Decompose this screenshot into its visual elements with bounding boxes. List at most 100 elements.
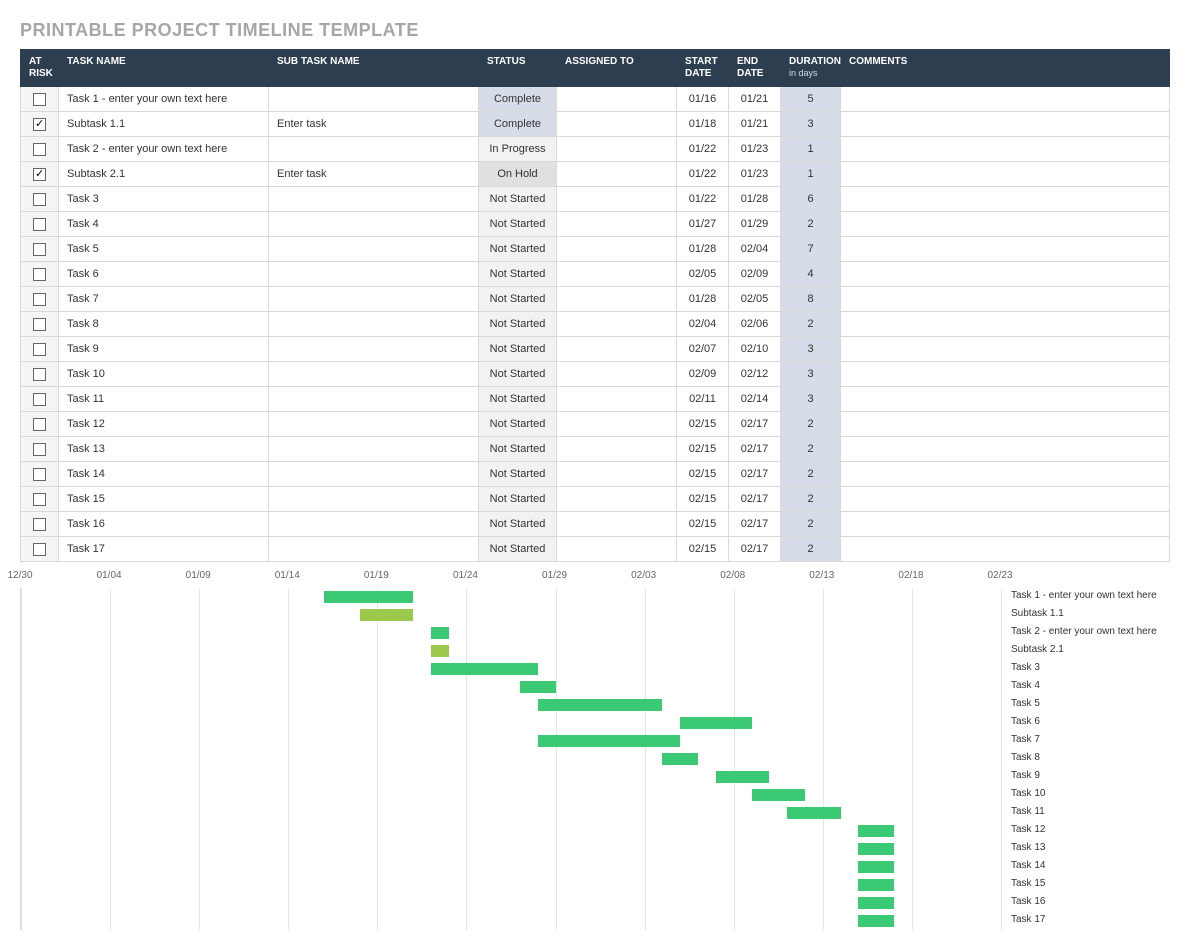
subtask-name-cell[interactable] [269, 87, 479, 112]
start-date-cell[interactable]: 02/15 [677, 537, 729, 562]
assigned-cell[interactable] [557, 462, 677, 487]
start-date-cell[interactable]: 01/28 [677, 237, 729, 262]
risk-cell[interactable] [21, 262, 59, 287]
task-name-cell[interactable]: Task 4 [59, 212, 269, 237]
at-risk-checkbox[interactable] [33, 143, 46, 156]
risk-cell[interactable] [21, 237, 59, 262]
risk-cell[interactable] [21, 412, 59, 437]
subtask-name-cell[interactable] [269, 412, 479, 437]
status-cell[interactable]: Not Started [479, 212, 557, 237]
status-cell[interactable]: Not Started [479, 512, 557, 537]
comments-cell[interactable] [841, 462, 1170, 487]
at-risk-checkbox[interactable] [33, 93, 46, 106]
comments-cell[interactable] [841, 362, 1170, 387]
start-date-cell[interactable]: 01/18 [677, 112, 729, 137]
status-cell[interactable]: Not Started [479, 262, 557, 287]
start-date-cell[interactable]: 01/22 [677, 187, 729, 212]
status-cell[interactable]: Not Started [479, 337, 557, 362]
status-cell[interactable]: Not Started [479, 312, 557, 337]
subtask-name-cell[interactable] [269, 362, 479, 387]
assigned-cell[interactable] [557, 162, 677, 187]
start-date-cell[interactable]: 02/15 [677, 412, 729, 437]
task-name-cell[interactable]: Task 6 [59, 262, 269, 287]
task-name-cell[interactable]: Task 11 [59, 387, 269, 412]
at-risk-checkbox[interactable] [33, 193, 46, 206]
comments-cell[interactable] [841, 537, 1170, 562]
risk-cell[interactable] [21, 537, 59, 562]
risk-cell[interactable] [21, 362, 59, 387]
comments-cell[interactable] [841, 237, 1170, 262]
at-risk-checkbox[interactable] [33, 518, 46, 531]
end-date-cell[interactable]: 02/12 [729, 362, 781, 387]
subtask-name-cell[interactable] [269, 512, 479, 537]
task-name-cell[interactable]: Task 13 [59, 437, 269, 462]
comments-cell[interactable] [841, 487, 1170, 512]
status-cell[interactable]: Not Started [479, 437, 557, 462]
at-risk-checkbox[interactable] [33, 418, 46, 431]
task-name-cell[interactable]: Task 3 [59, 187, 269, 212]
task-name-cell[interactable]: Task 15 [59, 487, 269, 512]
end-date-cell[interactable]: 02/06 [729, 312, 781, 337]
end-date-cell[interactable]: 01/21 [729, 112, 781, 137]
task-name-cell[interactable]: Task 7 [59, 287, 269, 312]
assigned-cell[interactable] [557, 387, 677, 412]
status-cell[interactable]: In Progress [479, 137, 557, 162]
subtask-name-cell[interactable] [269, 187, 479, 212]
start-date-cell[interactable]: 02/15 [677, 437, 729, 462]
end-date-cell[interactable]: 02/09 [729, 262, 781, 287]
end-date-cell[interactable]: 02/17 [729, 487, 781, 512]
task-name-cell[interactable]: Task 5 [59, 237, 269, 262]
subtask-name-cell[interactable]: Enter task [269, 162, 479, 187]
risk-cell[interactable] [21, 112, 59, 137]
risk-cell[interactable] [21, 187, 59, 212]
comments-cell[interactable] [841, 437, 1170, 462]
status-cell[interactable]: Not Started [479, 187, 557, 212]
at-risk-checkbox[interactable] [33, 393, 46, 406]
comments-cell[interactable] [841, 87, 1170, 112]
at-risk-checkbox[interactable] [33, 118, 46, 131]
end-date-cell[interactable]: 02/14 [729, 387, 781, 412]
subtask-name-cell[interactable] [269, 487, 479, 512]
task-name-cell[interactable]: Task 17 [59, 537, 269, 562]
risk-cell[interactable] [21, 387, 59, 412]
status-cell[interactable]: Not Started [479, 362, 557, 387]
risk-cell[interactable] [21, 162, 59, 187]
subtask-name-cell[interactable] [269, 537, 479, 562]
comments-cell[interactable] [841, 187, 1170, 212]
end-date-cell[interactable]: 01/21 [729, 87, 781, 112]
start-date-cell[interactable]: 01/27 [677, 212, 729, 237]
at-risk-checkbox[interactable] [33, 168, 46, 181]
comments-cell[interactable] [841, 387, 1170, 412]
task-name-cell[interactable]: Task 9 [59, 337, 269, 362]
subtask-name-cell[interactable] [269, 237, 479, 262]
at-risk-checkbox[interactable] [33, 293, 46, 306]
assigned-cell[interactable] [557, 212, 677, 237]
at-risk-checkbox[interactable] [33, 243, 46, 256]
start-date-cell[interactable]: 02/07 [677, 337, 729, 362]
assigned-cell[interactable] [557, 312, 677, 337]
end-date-cell[interactable]: 02/17 [729, 462, 781, 487]
at-risk-checkbox[interactable] [33, 368, 46, 381]
at-risk-checkbox[interactable] [33, 218, 46, 231]
comments-cell[interactable] [841, 287, 1170, 312]
subtask-name-cell[interactable] [269, 262, 479, 287]
status-cell[interactable]: On Hold [479, 162, 557, 187]
assigned-cell[interactable] [557, 112, 677, 137]
end-date-cell[interactable]: 02/10 [729, 337, 781, 362]
assigned-cell[interactable] [557, 87, 677, 112]
assigned-cell[interactable] [557, 337, 677, 362]
task-name-cell[interactable]: Subtask 1.1 [59, 112, 269, 137]
at-risk-checkbox[interactable] [33, 318, 46, 331]
risk-cell[interactable] [21, 212, 59, 237]
subtask-name-cell[interactable] [269, 387, 479, 412]
status-cell[interactable]: Not Started [479, 412, 557, 437]
end-date-cell[interactable]: 01/29 [729, 212, 781, 237]
comments-cell[interactable] [841, 137, 1170, 162]
end-date-cell[interactable]: 02/17 [729, 412, 781, 437]
end-date-cell[interactable]: 01/28 [729, 187, 781, 212]
task-name-cell[interactable]: Task 8 [59, 312, 269, 337]
task-name-cell[interactable]: Task 12 [59, 412, 269, 437]
risk-cell[interactable] [21, 512, 59, 537]
end-date-cell[interactable]: 02/05 [729, 287, 781, 312]
subtask-name-cell[interactable] [269, 212, 479, 237]
